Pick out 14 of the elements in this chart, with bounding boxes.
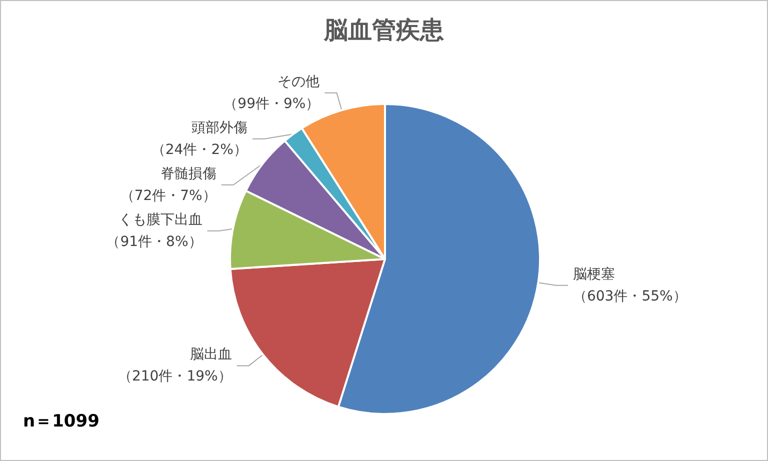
data-label: （603件・55%） <box>572 288 687 304</box>
data-label: （210件・19%） <box>118 368 232 385</box>
slice-label: 脳梗塞 <box>572 266 615 282</box>
data-label: （72件・7%） <box>120 188 216 204</box>
data-label: （24件・2%） <box>151 142 248 158</box>
data-label: （91件・8%） <box>106 234 202 250</box>
slice-label: 頭部外傷 <box>191 120 248 136</box>
text: n＝1099 <box>23 412 100 432</box>
slice-label: くも膜下出血 <box>118 212 202 228</box>
slice-label: 脳出血 <box>190 346 232 363</box>
slice-label: その他 <box>278 74 320 90</box>
data-label: （99件・9%） <box>224 96 320 112</box>
slice-label: 脊髄損傷 <box>160 166 216 182</box>
chart-title: 脳血管疾患 <box>323 16 445 44</box>
